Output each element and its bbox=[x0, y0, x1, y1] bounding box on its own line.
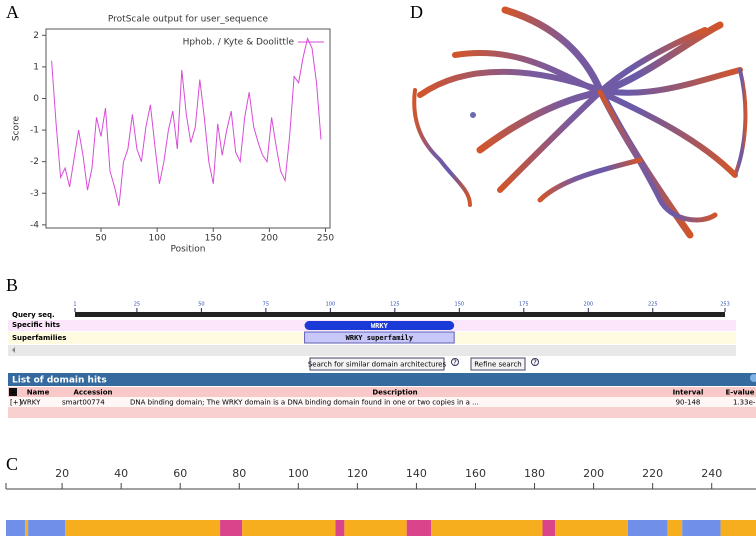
table-row bbox=[8, 407, 756, 418]
panel-label: A bbox=[6, 2, 19, 22]
ruler-label: 200 bbox=[584, 302, 594, 308]
ligand bbox=[470, 112, 476, 118]
ruler-label: 125 bbox=[390, 302, 400, 308]
segment bbox=[28, 520, 65, 536]
cell: 1.33e-3 bbox=[733, 399, 756, 407]
row-label: Superfamilies bbox=[12, 334, 66, 342]
segment bbox=[242, 520, 335, 536]
legend-label: Hphob. / Kyte & Doolittle bbox=[183, 38, 295, 48]
y-tick-label: -3 bbox=[30, 189, 39, 199]
hits-header bbox=[8, 373, 756, 386]
col-header: Name bbox=[27, 389, 50, 397]
segment bbox=[628, 520, 668, 536]
x-tick-label: 200 bbox=[261, 234, 278, 244]
segment bbox=[555, 520, 628, 536]
y-tick-label: 1 bbox=[33, 62, 39, 72]
ruler-label: 253 bbox=[720, 302, 730, 308]
x-tick-label: 40 bbox=[114, 467, 128, 480]
y-axis-label: Score bbox=[12, 115, 22, 141]
help-icon-text[interactable]: ? bbox=[533, 359, 537, 367]
col-header: Description bbox=[372, 389, 417, 397]
domain-label: WRKY bbox=[371, 322, 389, 330]
x-tick-label: 140 bbox=[406, 467, 427, 480]
ruler-label: 25 bbox=[134, 302, 140, 308]
segment bbox=[407, 520, 432, 536]
y-tick-label: 0 bbox=[33, 94, 39, 104]
segment bbox=[667, 520, 682, 536]
x-tick-label: 240 bbox=[701, 467, 722, 480]
ruler-label: 175 bbox=[519, 302, 529, 308]
figure: A B C D Query seq. Specific hits Superfa… bbox=[0, 0, 756, 537]
x-tick-label: 100 bbox=[288, 467, 309, 480]
hits-title: List of domain hits bbox=[12, 376, 107, 386]
x-tick-label: 120 bbox=[347, 467, 368, 480]
x-tick-label: 160 bbox=[465, 467, 486, 480]
chart-title: ProtScale output for user_sequence bbox=[108, 15, 269, 25]
panel-label: C bbox=[6, 454, 18, 474]
y-tick-label: -1 bbox=[30, 126, 39, 136]
panel-label: B bbox=[6, 275, 18, 295]
panel-label: D bbox=[410, 2, 423, 22]
ruler-label: 75 bbox=[263, 302, 269, 308]
x-tick-label: 100 bbox=[149, 234, 166, 244]
help-icon-text[interactable]: ? bbox=[453, 359, 457, 367]
ruler-label: 100 bbox=[326, 302, 336, 308]
col-header: Accession bbox=[74, 389, 113, 397]
x-axis-label: Position bbox=[170, 245, 205, 255]
x-tick-label: 80 bbox=[232, 467, 246, 480]
x-tick-label: 50 bbox=[95, 234, 107, 244]
x-tick-label: 220 bbox=[642, 467, 663, 480]
segment bbox=[431, 520, 542, 536]
button-label[interactable]: Refine search bbox=[474, 361, 522, 369]
plot-frame bbox=[46, 29, 330, 228]
x-tick-label: 180 bbox=[524, 467, 545, 480]
ruler-label: 1 bbox=[73, 302, 76, 308]
cell: DNA binding domain; The WRKY domain is a… bbox=[130, 399, 479, 407]
protein-structure bbox=[414, 10, 745, 235]
cdd-panel: Query seq. Specific hits Superfamilies S… bbox=[8, 302, 756, 419]
col-header: Interval bbox=[673, 389, 704, 397]
ruler-label: 150 bbox=[455, 302, 465, 308]
scrollbar[interactable] bbox=[8, 345, 736, 356]
x-tick-label: 150 bbox=[205, 234, 222, 244]
segment bbox=[543, 520, 556, 536]
button-label[interactable]: Search for similar domain architectures bbox=[308, 361, 447, 369]
accession-link[interactable]: smart00774 bbox=[62, 399, 105, 407]
col-header: E-value bbox=[725, 389, 754, 397]
superfamily-label: WRKY superfamily bbox=[346, 334, 414, 342]
cell: 90-148 bbox=[676, 399, 701, 407]
expand-all-text[interactable]: + bbox=[10, 389, 16, 397]
segment bbox=[344, 520, 406, 536]
row-label: Specific hits bbox=[12, 321, 60, 329]
row-label: Query seq. bbox=[12, 311, 55, 319]
segment bbox=[220, 520, 242, 536]
y-tick-label: 2 bbox=[33, 31, 39, 41]
segment bbox=[336, 520, 345, 536]
cell: WRKY bbox=[20, 399, 41, 407]
segment bbox=[6, 520, 25, 536]
y-tick-label: -2 bbox=[30, 157, 39, 167]
x-tick-label: 20 bbox=[55, 467, 69, 480]
ruler-label: 225 bbox=[648, 302, 658, 308]
x-tick-label: 250 bbox=[317, 234, 334, 244]
segment bbox=[25, 520, 28, 536]
x-tick-label: 60 bbox=[173, 467, 187, 480]
segment bbox=[682, 520, 720, 536]
segment bbox=[65, 520, 220, 536]
y-tick-label: -4 bbox=[30, 220, 39, 230]
x-tick-label: 200 bbox=[583, 467, 604, 480]
ruler-label: 50 bbox=[198, 302, 204, 308]
query-bar bbox=[75, 312, 725, 317]
segment bbox=[721, 520, 756, 536]
